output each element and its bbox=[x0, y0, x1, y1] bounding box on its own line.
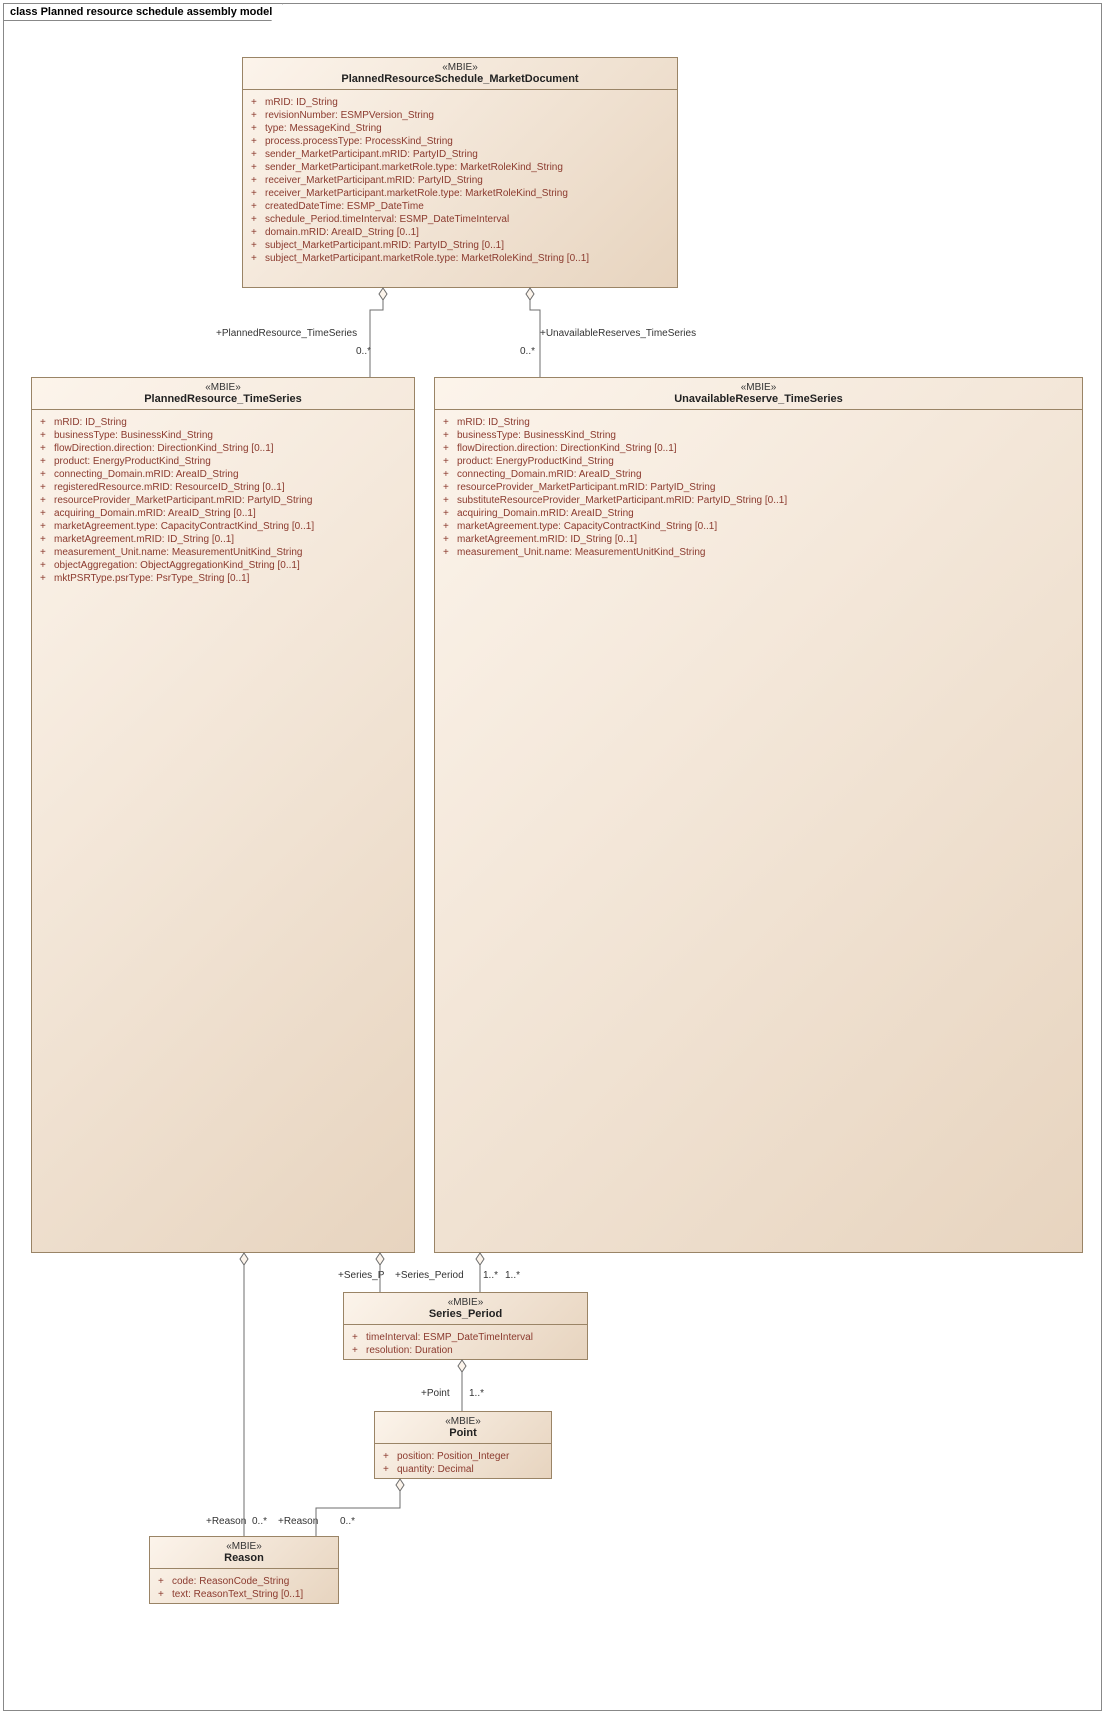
assoc-label-seriesperiod-a: +Series_P bbox=[338, 1270, 384, 1281]
class-attribute: subject_MarketParticipant.marketRole.typ… bbox=[251, 252, 669, 265]
class-attributes: timeInterval: ESMP_DateTimeIntervalresol… bbox=[344, 1325, 587, 1363]
assoc-mult-reason-b: 0..* bbox=[340, 1516, 355, 1527]
assoc-label-point: +Point bbox=[421, 1388, 450, 1399]
class-attribute: registeredResource.mRID: ResourceID_Stri… bbox=[40, 481, 406, 494]
class-attributes: mRID: ID_StringbusinessType: BusinessKin… bbox=[435, 410, 1082, 565]
class-name: PlannedResource_TimeSeries bbox=[38, 393, 408, 405]
class-header: «MBIE» PlannedResource_TimeSeries bbox=[32, 378, 414, 410]
class-attribute: sender_MarketParticipant.marketRole.type… bbox=[251, 161, 669, 174]
class-attribute: domain.mRID: AreaID_String [0..1] bbox=[251, 226, 669, 239]
class-attribute: mRID: ID_String bbox=[40, 416, 406, 429]
class-attribute: acquiring_Domain.mRID: AreaID_String [0.… bbox=[40, 507, 406, 520]
class-attribute: resourceProvider_MarketParticipant.mRID:… bbox=[443, 481, 1074, 494]
class-attribute: connecting_Domain.mRID: AreaID_String bbox=[40, 468, 406, 481]
class-attribute: quantity: Decimal bbox=[383, 1463, 543, 1476]
class-attribute: acquiring_Domain.mRID: AreaID_String bbox=[443, 507, 1074, 520]
class-reason: «MBIE» Reason code: ReasonCode_Stringtex… bbox=[149, 1536, 339, 1604]
class-attribute: marketAgreement.mRID: ID_String [0..1] bbox=[40, 533, 406, 546]
class-attribute: text: ReasonText_String [0..1] bbox=[158, 1588, 330, 1601]
assoc-mult-seriesperiod-a: 1..* bbox=[483, 1270, 498, 1281]
assoc-label-seriesperiod-b: +Series_Period bbox=[395, 1270, 464, 1281]
class-attributes: mRID: ID_StringbusinessType: BusinessKin… bbox=[32, 410, 414, 591]
assoc-label-planned: +PlannedResource_TimeSeries bbox=[216, 328, 357, 339]
assoc-label-reason-a: +Reason bbox=[206, 1516, 246, 1527]
assoc-mult-reason-a: 0..* bbox=[252, 1516, 267, 1527]
assoc-mult-point: 1..* bbox=[469, 1388, 484, 1399]
assoc-mult-planned: 0..* bbox=[356, 346, 371, 357]
class-attributes: mRID: ID_StringrevisionNumber: ESMPVersi… bbox=[243, 90, 677, 271]
class-header: «MBIE» UnavailableReserve_TimeSeries bbox=[435, 378, 1082, 410]
class-planned-timeseries: «MBIE» PlannedResource_TimeSeries mRID: … bbox=[31, 377, 415, 1253]
class-attribute: product: EnergyProductKind_String bbox=[40, 455, 406, 468]
class-attributes: code: ReasonCode_Stringtext: ReasonText_… bbox=[150, 1569, 338, 1607]
class-attribute: flowDirection.direction: DirectionKind_S… bbox=[40, 442, 406, 455]
class-header: «MBIE» Reason bbox=[150, 1537, 338, 1569]
class-attribute: schedule_Period.timeInterval: ESMP_DateT… bbox=[251, 213, 669, 226]
class-attribute: position: Position_Integer bbox=[383, 1450, 543, 1463]
class-market-document: «MBIE» PlannedResourceSchedule_MarketDoc… bbox=[242, 57, 678, 288]
class-header: «MBIE» Point bbox=[375, 1412, 551, 1444]
stereotype: «MBIE» bbox=[441, 382, 1076, 393]
class-attribute: marketAgreement.type: CapacityContractKi… bbox=[40, 520, 406, 533]
class-attribute: measurement_Unit.name: MeasurementUnitKi… bbox=[443, 546, 1074, 559]
class-attribute: subject_MarketParticipant.mRID: PartyID_… bbox=[251, 239, 669, 252]
class-attribute: mktPSRType.psrType: PsrType_String [0..1… bbox=[40, 572, 406, 585]
assoc-mult-seriesperiod-b: 1..* bbox=[505, 1270, 520, 1281]
stereotype: «MBIE» bbox=[156, 1541, 332, 1552]
class-attribute: receiver_MarketParticipant.mRID: PartyID… bbox=[251, 174, 669, 187]
class-name: Point bbox=[381, 1427, 545, 1439]
class-attribute: product: EnergyProductKind_String bbox=[443, 455, 1074, 468]
stereotype: «MBIE» bbox=[249, 62, 671, 73]
stereotype: «MBIE» bbox=[350, 1297, 581, 1308]
class-attribute: createdDateTime: ESMP_DateTime bbox=[251, 200, 669, 213]
class-attribute: measurement_Unit.name: MeasurementUnitKi… bbox=[40, 546, 406, 559]
class-attribute: code: ReasonCode_String bbox=[158, 1575, 330, 1588]
assoc-label-reason-b: +Reason bbox=[278, 1516, 318, 1527]
class-attribute: mRID: ID_String bbox=[443, 416, 1074, 429]
class-attribute: resolution: Duration bbox=[352, 1344, 579, 1357]
class-attribute: type: MessageKind_String bbox=[251, 122, 669, 135]
stereotype: «MBIE» bbox=[38, 382, 408, 393]
class-point: «MBIE» Point position: Position_Integerq… bbox=[374, 1411, 552, 1479]
class-attribute: revisionNumber: ESMPVersion_String bbox=[251, 109, 669, 122]
class-name: UnavailableReserve_TimeSeries bbox=[441, 393, 1076, 405]
class-attribute: mRID: ID_String bbox=[251, 96, 669, 109]
class-name: PlannedResourceSchedule_MarketDocument bbox=[249, 73, 671, 85]
class-attribute: businessType: BusinessKind_String bbox=[40, 429, 406, 442]
class-series-period: «MBIE» Series_Period timeInterval: ESMP_… bbox=[343, 1292, 588, 1360]
class-attribute: substituteResourceProvider_MarketPartici… bbox=[443, 494, 1074, 507]
class-attribute: process.processType: ProcessKind_String bbox=[251, 135, 669, 148]
assoc-mult-unavailable: 0..* bbox=[520, 346, 535, 357]
class-attribute: objectAggregation: ObjectAggregationKind… bbox=[40, 559, 406, 572]
class-attribute: marketAgreement.type: CapacityContractKi… bbox=[443, 520, 1074, 533]
class-header: «MBIE» PlannedResourceSchedule_MarketDoc… bbox=[243, 58, 677, 90]
class-attribute: flowDirection.direction: DirectionKind_S… bbox=[443, 442, 1074, 455]
class-attribute: connecting_Domain.mRID: AreaID_String bbox=[443, 468, 1074, 481]
class-attribute: sender_MarketParticipant.mRID: PartyID_S… bbox=[251, 148, 669, 161]
class-attribute: marketAgreement.mRID: ID_String [0..1] bbox=[443, 533, 1074, 546]
class-attribute: timeInterval: ESMP_DateTimeInterval bbox=[352, 1331, 579, 1344]
class-name: Reason bbox=[156, 1552, 332, 1564]
class-name: Series_Period bbox=[350, 1308, 581, 1320]
assoc-label-unavailable: +UnavailableReserves_TimeSeries bbox=[540, 328, 696, 339]
class-unavailable-timeseries: «MBIE» UnavailableReserve_TimeSeries mRI… bbox=[434, 377, 1083, 1253]
class-header: «MBIE» Series_Period bbox=[344, 1293, 587, 1325]
class-attributes: position: Position_Integerquantity: Deci… bbox=[375, 1444, 551, 1482]
class-attribute: resourceProvider_MarketParticipant.mRID:… bbox=[40, 494, 406, 507]
frame-title: class Planned resource schedule assembly… bbox=[3, 3, 283, 21]
class-attribute: receiver_MarketParticipant.marketRole.ty… bbox=[251, 187, 669, 200]
stereotype: «MBIE» bbox=[381, 1416, 545, 1427]
class-attribute: businessType: BusinessKind_String bbox=[443, 429, 1074, 442]
